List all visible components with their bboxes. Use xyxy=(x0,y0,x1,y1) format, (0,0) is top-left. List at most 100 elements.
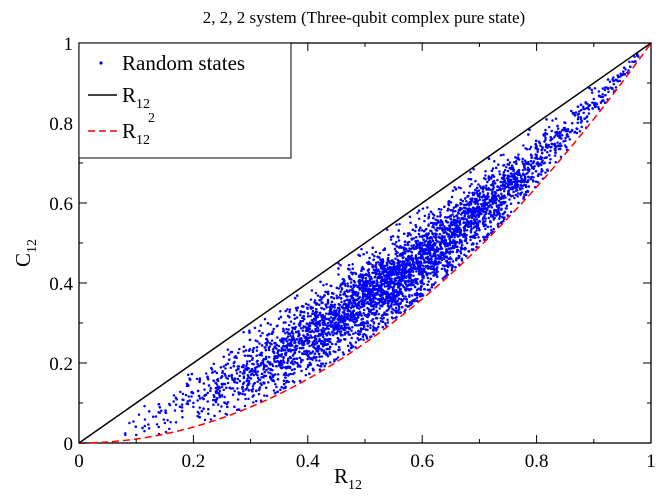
scatter-point xyxy=(284,385,287,388)
scatter-point xyxy=(259,334,262,338)
scatter-point xyxy=(453,244,457,248)
scatter-point xyxy=(378,284,381,287)
scatter-point xyxy=(358,307,361,310)
scatter-point xyxy=(436,215,439,218)
scatter-point xyxy=(365,273,369,277)
scatter-point xyxy=(371,280,374,283)
scatter-point xyxy=(394,267,397,271)
scatter-point xyxy=(514,156,517,159)
scatter-point xyxy=(179,390,182,394)
scatter-point xyxy=(504,174,507,177)
scatter-point xyxy=(436,240,439,243)
scatter-point xyxy=(371,317,375,321)
scatter-point xyxy=(539,155,542,158)
scatter-point xyxy=(237,393,241,396)
scatter-point xyxy=(342,303,345,306)
scatter-point xyxy=(289,361,293,364)
scatter-point xyxy=(403,243,407,247)
scatter-point xyxy=(299,327,303,330)
scatter-point xyxy=(256,370,260,373)
scatter-point xyxy=(224,363,228,367)
scatter-point xyxy=(429,244,433,247)
scatter-point xyxy=(444,244,447,248)
scatter-point xyxy=(629,65,632,69)
scatter-point xyxy=(464,203,468,207)
scatter-point xyxy=(186,373,190,376)
scatter-point xyxy=(378,286,381,290)
scatter-point xyxy=(538,157,542,161)
scatter-point xyxy=(427,251,430,255)
scatter-point xyxy=(388,277,392,280)
scatter-point xyxy=(396,286,400,289)
scatter-point xyxy=(544,156,548,159)
scatter-point xyxy=(143,424,147,428)
scatter-point xyxy=(272,374,276,377)
scatter-point xyxy=(489,188,492,191)
scatter-point xyxy=(147,423,150,426)
scatter-point xyxy=(333,332,336,335)
scatter-point xyxy=(318,347,321,350)
scatter-point xyxy=(313,352,317,356)
scatter-point xyxy=(323,343,326,346)
scatter-point xyxy=(289,350,293,353)
scatter-point xyxy=(357,284,360,288)
scatter-point xyxy=(360,275,363,279)
scatter-point xyxy=(451,227,454,231)
scatter-point xyxy=(534,180,538,183)
scatter-point xyxy=(309,330,312,334)
scatter-point xyxy=(272,389,276,392)
scatter-point xyxy=(576,121,579,124)
scatter-point xyxy=(203,394,207,397)
scatter-point xyxy=(415,288,419,292)
scatter-point xyxy=(499,180,502,184)
scatter-point xyxy=(447,203,451,207)
scatter-point xyxy=(306,329,310,332)
scatter-point xyxy=(352,283,355,287)
scatter-point xyxy=(262,367,265,371)
scatter-point xyxy=(440,253,444,257)
scatter-point xyxy=(372,332,375,336)
scatter-point xyxy=(560,144,563,147)
scatter-point xyxy=(612,79,615,83)
scatter-point xyxy=(481,222,485,225)
scatter-point xyxy=(350,294,354,298)
scatter-point xyxy=(435,257,438,260)
scatter-point xyxy=(124,433,127,437)
scatter-point xyxy=(385,264,389,267)
scatter-point xyxy=(387,270,391,274)
scatter-point xyxy=(343,325,347,329)
scatter-point xyxy=(455,219,459,223)
scatter-point xyxy=(328,352,332,356)
scatter-point xyxy=(549,145,553,149)
scatter-point xyxy=(465,229,469,232)
scatter-point xyxy=(226,400,230,404)
scatter-point xyxy=(338,330,342,334)
scatter-point xyxy=(321,313,324,317)
scatter-point xyxy=(209,389,212,393)
scatter-point xyxy=(542,162,545,165)
scatter-point xyxy=(443,239,447,243)
scatter-point xyxy=(404,295,407,298)
scatter-point xyxy=(412,283,415,287)
scatter-point xyxy=(337,287,341,290)
scatter-point xyxy=(282,379,286,382)
scatter-point xyxy=(143,404,146,408)
scatter-point xyxy=(436,219,440,222)
scatter-point xyxy=(251,385,255,388)
scatter-point xyxy=(337,262,340,265)
scatter-point xyxy=(351,310,355,313)
scatter-point xyxy=(558,136,561,140)
scatter-point xyxy=(343,323,346,326)
scatter-point xyxy=(406,255,410,259)
scatter-point xyxy=(386,266,389,270)
scatter-point xyxy=(428,288,432,292)
scatter-point xyxy=(464,247,467,250)
scatter-point xyxy=(527,162,531,166)
scatter-point xyxy=(360,314,363,317)
scatter-point xyxy=(182,398,185,402)
scatter-point xyxy=(354,304,357,307)
scatter-point xyxy=(186,400,190,403)
scatter-point xyxy=(329,284,332,288)
scatter-point xyxy=(360,268,364,271)
scatter-point xyxy=(354,341,358,344)
